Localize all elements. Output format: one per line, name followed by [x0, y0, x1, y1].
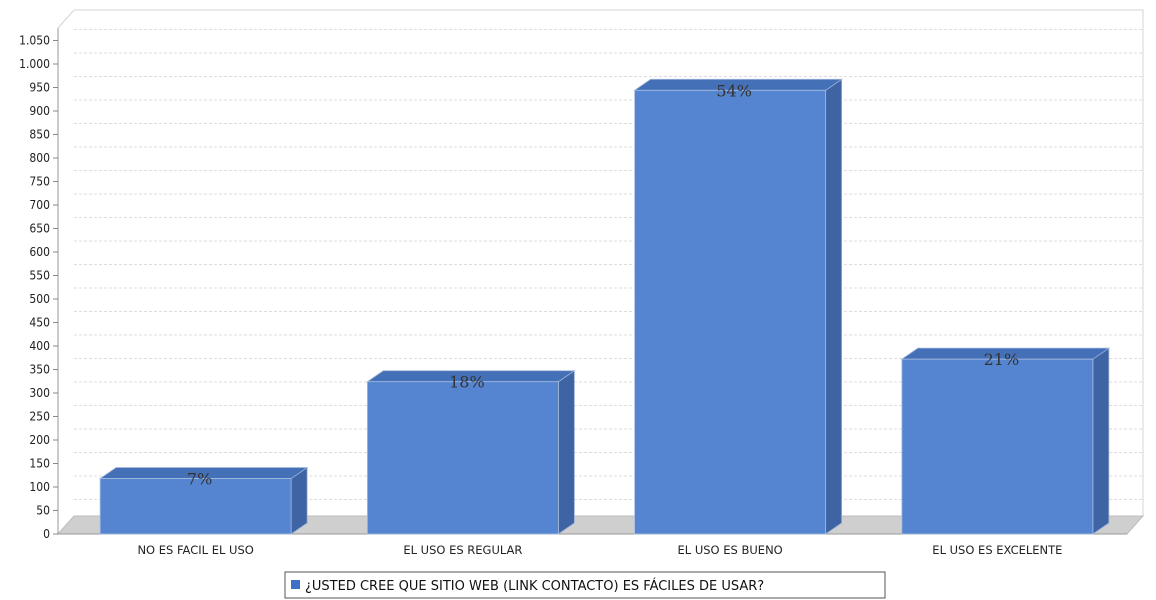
bar-side	[557, 369, 575, 535]
x-tick-label: EL USO ES BUENO	[678, 543, 783, 557]
y-tick-label: 150	[29, 457, 50, 471]
bar-side	[290, 466, 308, 535]
y-tick-label: 0	[43, 527, 50, 541]
bar-front	[901, 358, 1094, 535]
y-tick-label: 50	[36, 504, 50, 518]
category-labels: NO ES FACIL EL USO EL USO ES REGULAR EL US…	[137, 543, 1062, 557]
data-labels: 7% 18% 54% 21%	[187, 81, 1019, 488]
data-label: 18%	[449, 373, 485, 392]
x-tick-label: EL USO ES EXCELENTE	[932, 543, 1062, 557]
y-tick-label: 950	[29, 81, 50, 95]
bar-front	[366, 381, 559, 535]
y-tick-label: 200	[29, 433, 50, 447]
bar	[366, 369, 576, 535]
bar-side	[1092, 347, 1110, 535]
bar	[900, 347, 1111, 535]
bar-front	[634, 89, 827, 535]
data-label: 21%	[984, 350, 1020, 369]
y-tick-label: 750	[29, 175, 50, 189]
y-tick-label: 850	[29, 128, 50, 142]
y-tick-label: 800	[29, 151, 50, 165]
bar	[98, 466, 309, 535]
bars	[98, 78, 1111, 535]
y-tick-label: 250	[29, 410, 50, 424]
legend-label: ¿USTED CREE QUE SITIO WEB (LINK CONTACTO…	[305, 578, 764, 594]
legend-swatch	[291, 580, 300, 589]
y-tick-label: 300	[29, 386, 50, 400]
y-tick-label: 350	[29, 363, 50, 377]
data-label: 54%	[716, 81, 752, 100]
x-tick-label: NO ES FACIL EL USO	[137, 543, 253, 557]
y-tick-label: 450	[29, 316, 50, 330]
legend-box	[284, 571, 886, 599]
y-tick-label: 600	[29, 245, 50, 259]
y-tick-label: 100	[29, 480, 50, 494]
y-axis-ticks: 0 50 100 150 200 250 300 350 400 450 500 550 600 650 7…	[19, 34, 58, 541]
y-tick-label: 500	[29, 292, 50, 306]
y-tick-label: 550	[29, 269, 50, 283]
data-label: 7%	[187, 470, 212, 489]
y-tick-label: 700	[29, 198, 50, 212]
bar	[633, 78, 843, 535]
y-tick-label: 1.050	[19, 34, 50, 48]
y-tick-label: 400	[29, 339, 50, 353]
bar-side	[825, 78, 843, 535]
y-tick-label: 650	[29, 222, 50, 236]
x-tick-label: EL USO ES REGULAR	[403, 543, 522, 557]
y-tick-label: 1.000	[19, 57, 50, 71]
y-tick-label: 900	[29, 104, 50, 118]
bar-front	[99, 478, 292, 535]
legend: ¿USTED CREE QUE SITIO WEB (LINK CONTACTO…	[284, 571, 886, 599]
